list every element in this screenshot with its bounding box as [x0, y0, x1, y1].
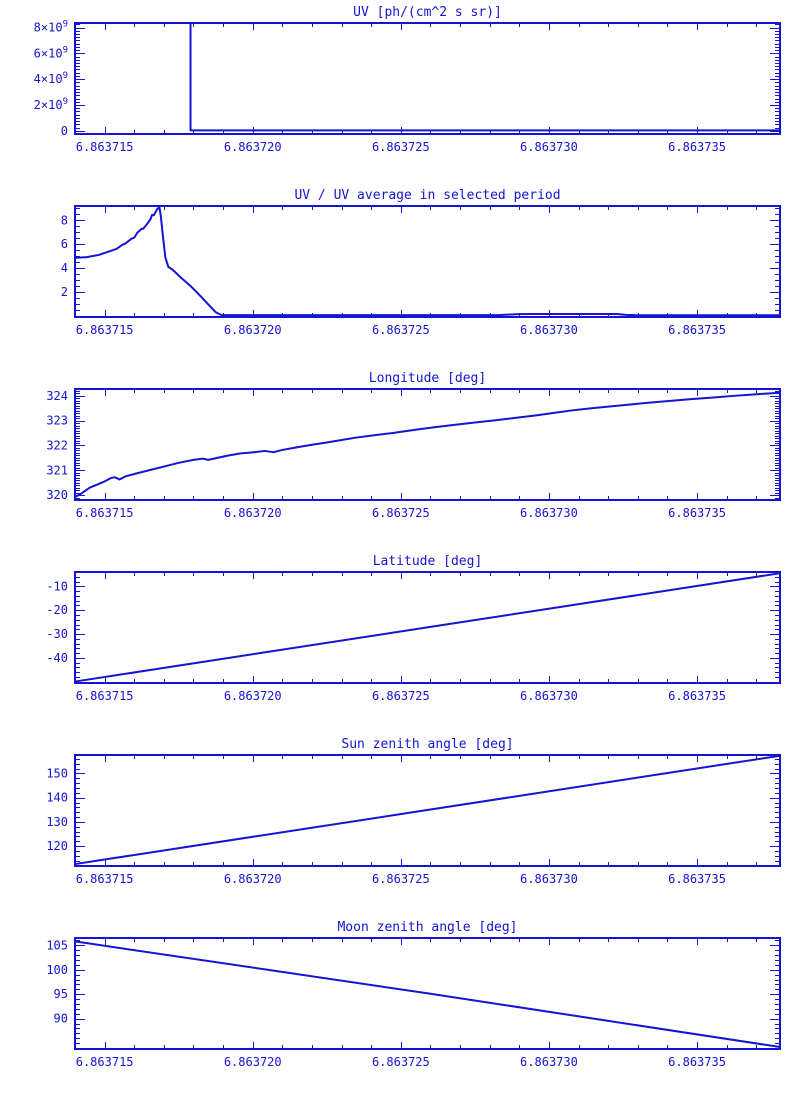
y-tick-label: -40 — [46, 651, 68, 665]
plot-frame — [74, 571, 781, 684]
axes-group — [75, 389, 780, 500]
x-tick-label: 6.863725 — [372, 506, 430, 520]
chart-uv-radiance: UV [ph/(cm^2 s sr)] 6.863715 6.863720 6.863… — [0, 0, 800, 183]
y-tick-label: 323 — [46, 414, 68, 428]
x-tick-label: 6.863735 — [668, 689, 726, 703]
x-tick-label: 6.863735 — [668, 872, 726, 886]
y-tick-label: 105 — [46, 938, 68, 952]
chart-uv-ratio: UV / UV average in selected period 6.8637… — [0, 183, 800, 366]
x-tick-label: 6.863725 — [372, 1055, 430, 1069]
x-tick-label: 6.863715 — [76, 1055, 134, 1069]
y-tick-label: 0 — [61, 124, 68, 138]
y-tick-label: 150 — [46, 766, 68, 780]
plot-frame — [74, 205, 781, 318]
y-tick-label: 8 — [61, 213, 68, 227]
y-tick-label: 2 — [61, 285, 68, 299]
y-tick-label: -20 — [46, 603, 68, 617]
chart-title: Moon zenith angle [deg] — [337, 920, 517, 935]
axes-group — [75, 23, 780, 134]
y-tick-label: 4×109 — [34, 71, 68, 86]
y-tick-label: 90 — [54, 1012, 68, 1026]
chart-title: Sun zenith angle [deg] — [341, 737, 513, 752]
x-tick-label: 6.863735 — [668, 506, 726, 520]
y-tick-label: 320 — [46, 488, 68, 502]
x-tick-label: 6.863735 — [668, 323, 726, 337]
y-tick-label: 100 — [46, 963, 68, 977]
x-tick-label: 6.863720 — [224, 140, 282, 154]
x-tick-label: 6.863730 — [520, 140, 578, 154]
y-tick-label: 321 — [46, 463, 68, 477]
chart-canvas: Longitude [deg] 6.863715 6.863720 6.863725 6… — [46, 371, 781, 520]
y-tick-label: 8×109 — [34, 20, 68, 35]
data-line — [74, 391, 781, 498]
x-tick-label: 6.863735 — [668, 140, 726, 154]
chart-sun-zenith: Sun zenith angle [deg] 6.863715 6.863720 6.… — [0, 732, 800, 915]
x-tick-label: 6.863735 — [668, 1055, 726, 1069]
chart-canvas: Sun zenith angle [deg] 6.863715 6.863720 6.… — [46, 737, 781, 886]
x-tick-label: 6.863715 — [76, 506, 134, 520]
y-tick-label: -30 — [46, 627, 68, 641]
data-line — [74, 572, 781, 683]
y-tick-label: 2×109 — [34, 97, 68, 112]
chart-canvas: UV [ph/(cm^2 s sr)] 6.863715 6.863720 6.863… — [34, 5, 781, 154]
axes-group — [75, 572, 780, 683]
y-tick-label: 130 — [46, 815, 68, 829]
plot-frame — [74, 22, 781, 135]
y-tick-label: 4 — [61, 261, 68, 275]
data-line — [74, 940, 781, 1049]
data-line — [75, 22, 780, 132]
x-tick-label: 6.863720 — [224, 506, 282, 520]
x-tick-label: 6.863715 — [76, 140, 134, 154]
data-line — [74, 206, 780, 317]
axes-group — [75, 206, 780, 317]
chart-canvas: UV / UV average in selected period 6.8637… — [61, 188, 781, 337]
x-tick-label: 6.863730 — [520, 1055, 578, 1069]
x-tick-label: 6.863720 — [224, 1055, 282, 1069]
chart-title: Longitude [deg] — [369, 371, 486, 386]
chart-title: UV [ph/(cm^2 s sr)] — [353, 5, 502, 20]
plot-frame — [74, 388, 781, 501]
chart-moon-zenith: Moon zenith angle [deg] 6.863715 6.863720 6… — [0, 915, 800, 1098]
x-tick-label: 6.863730 — [520, 689, 578, 703]
x-tick-label: 6.863720 — [224, 689, 282, 703]
data-line — [74, 754, 781, 866]
x-tick-label: 6.863720 — [224, 323, 282, 337]
chart-latitude: Latitude [deg] 6.863715 6.863720 6.863725 6.… — [0, 549, 800, 732]
y-tick-label: 322 — [46, 438, 68, 452]
chart-canvas: Latitude [deg] 6.863715 6.863720 6.863725 6.… — [46, 554, 781, 703]
chart-longitude: Longitude [deg] 6.863715 6.863720 6.863725 6… — [0, 366, 800, 549]
chart-title: Latitude [deg] — [373, 554, 483, 569]
x-tick-label: 6.863730 — [520, 323, 578, 337]
plot-frame — [74, 754, 781, 867]
x-tick-label: 6.863715 — [76, 872, 134, 886]
y-tick-label: -10 — [46, 579, 68, 593]
x-tick-label: 6.863725 — [372, 689, 430, 703]
x-tick-label: 6.863730 — [520, 506, 578, 520]
x-tick-label: 6.863720 — [224, 872, 282, 886]
plot-frame — [74, 937, 781, 1050]
x-tick-label: 6.863725 — [372, 872, 430, 886]
chart-title: UV / UV average in selected period — [294, 188, 560, 203]
y-tick-label: 6×109 — [34, 45, 68, 60]
y-tick-label: 95 — [54, 987, 68, 1001]
y-tick-label: 324 — [46, 389, 68, 403]
y-tick-label: 140 — [46, 791, 68, 805]
y-tick-label: 6 — [61, 237, 68, 251]
chart-canvas: Moon zenith angle [deg] 6.863715 6.863720 6… — [46, 920, 781, 1069]
x-tick-label: 6.863725 — [372, 140, 430, 154]
x-tick-label: 6.863715 — [76, 689, 134, 703]
x-tick-label: 6.863725 — [372, 323, 430, 337]
x-tick-label: 6.863730 — [520, 872, 578, 886]
y-tick-label: 120 — [46, 839, 68, 853]
x-tick-label: 6.863715 — [76, 323, 134, 337]
